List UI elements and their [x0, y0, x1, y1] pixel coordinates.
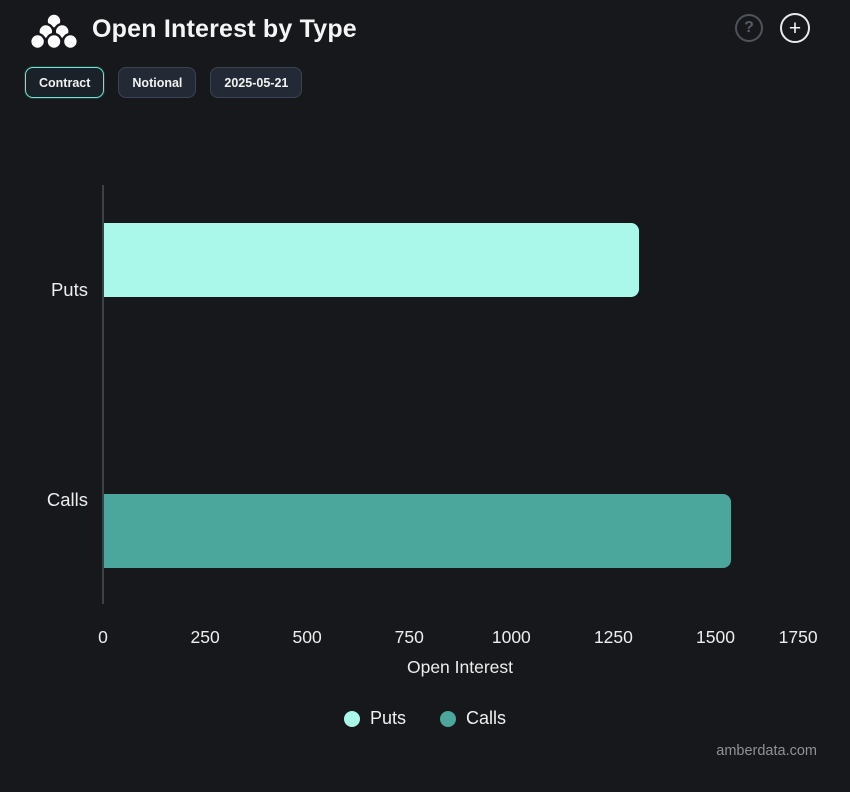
- contract-toggle-button[interactable]: Contract: [25, 67, 105, 98]
- y-category-label-puts: Puts: [50, 279, 88, 300]
- x-tick-label: 1750: [778, 627, 818, 647]
- calls-legend-swatch-icon: [440, 710, 456, 727]
- amberdata-watermark: amberdata.com: [716, 743, 817, 759]
- x-tick-label: 1500: [696, 627, 735, 647]
- legend-label: Puts: [369, 708, 406, 728]
- page-title: Open Interest by Type: [92, 15, 357, 43]
- help-icon[interactable]: ?: [735, 14, 763, 42]
- x-tick-label: 1250: [593, 627, 633, 647]
- legend-item-calls[interactable]: Calls: [440, 708, 506, 729]
- legend-item-puts[interactable]: Puts: [343, 708, 406, 729]
- x-tick-label: 750: [394, 627, 424, 647]
- help-glyph: ?: [744, 19, 754, 36]
- chart-legend: Puts Calls: [0, 708, 850, 729]
- legend-label: Calls: [466, 708, 507, 728]
- bar-puts[interactable]: [104, 223, 639, 297]
- bar-calls[interactable]: [104, 494, 731, 568]
- add-icon[interactable]: +: [780, 13, 810, 43]
- x-tick-label: 0: [98, 627, 108, 647]
- toolbar: Contract Notional 2025-05-21: [25, 67, 303, 98]
- y-category-label-calls: Calls: [46, 489, 88, 510]
- add-glyph: +: [788, 16, 802, 40]
- notional-toggle-button[interactable]: Notional: [118, 67, 197, 98]
- puts-legend-swatch-icon: [343, 710, 360, 727]
- x-tick-label: 500: [292, 627, 322, 647]
- x-tick-label: 250: [190, 627, 220, 647]
- y-axis-line: [102, 185, 104, 604]
- x-axis-title: Open Interest: [406, 657, 514, 677]
- x-tick-label: 1000: [491, 627, 531, 647]
- date-selector-button[interactable]: 2025-05-21: [210, 67, 303, 98]
- amberdata-logo-icon: [31, 13, 77, 49]
